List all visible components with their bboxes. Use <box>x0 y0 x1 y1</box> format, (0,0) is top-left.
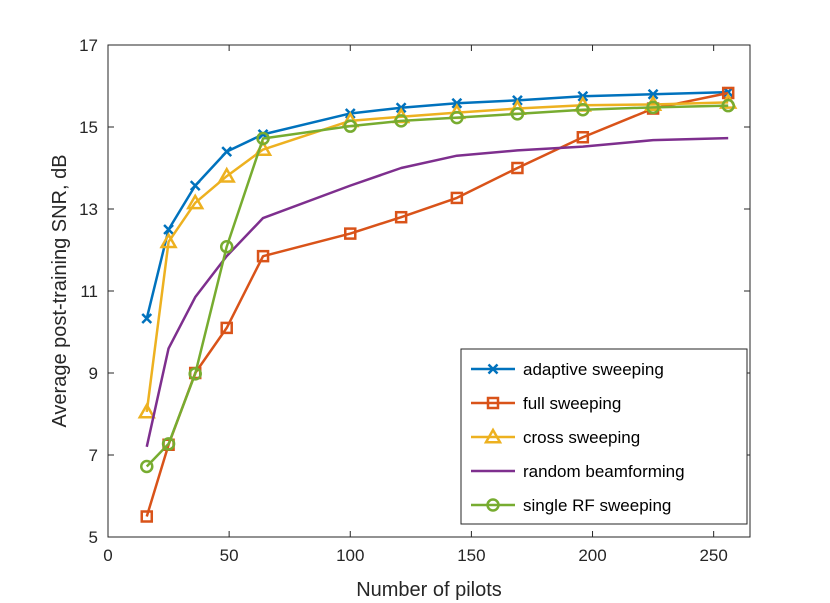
data-point-cross-sweeping <box>137 402 156 419</box>
legend-label: random beamforming <box>523 462 685 481</box>
data-point-full-sweeping <box>721 86 735 100</box>
x-tick-label: 50 <box>220 546 239 565</box>
data-point-cross-sweeping <box>217 166 236 183</box>
data-point-full-sweeping <box>256 249 270 263</box>
data-point-single-rf-sweeping <box>256 131 270 146</box>
y-tick-label: 13 <box>79 200 98 219</box>
legend-item-cross-sweeping: cross sweeping <box>471 427 640 447</box>
x-axis-title: Number of pilots <box>356 579 502 601</box>
data-point-single-rf-sweeping <box>188 367 202 381</box>
y-tick-label: 11 <box>80 282 98 301</box>
y-axis-title: Average post-training SNR, dB <box>49 154 71 427</box>
legend-label: adaptive sweeping <box>523 360 664 379</box>
data-point-cross-sweeping <box>159 232 178 249</box>
legend-marker <box>483 427 503 444</box>
legend-label: single RF sweeping <box>523 496 671 515</box>
data-point-full-sweeping <box>140 510 154 523</box>
data-point-single-rf-sweeping <box>219 239 234 254</box>
marker-stroke <box>141 313 153 324</box>
legend-marker <box>487 363 499 375</box>
marker-stroke <box>487 363 499 375</box>
data-point-single-rf-sweeping <box>576 103 590 117</box>
data-point-adaptive-sweeping <box>647 88 659 100</box>
data-point-full-sweeping <box>394 210 408 224</box>
data-point-single-rf-sweeping <box>721 98 735 113</box>
series-line-single-rf-sweeping <box>145 104 729 468</box>
x-tick-label: 200 <box>578 546 606 565</box>
marker-stroke <box>163 224 174 235</box>
data-point-single-rf-sweeping <box>343 119 358 133</box>
data-point-single-rf-sweeping <box>394 114 408 128</box>
data-point-single-rf-sweeping <box>646 100 660 115</box>
legend-item-single-rf-sweeping: single RF sweeping <box>471 496 671 515</box>
y-tick-label: 7 <box>89 446 98 465</box>
series-line-random-beamforming <box>145 136 729 448</box>
legend-item-adaptive-sweeping: adaptive sweeping <box>471 360 664 379</box>
data-point-cross-sweeping <box>186 193 205 210</box>
series-single-rf-sweeping <box>140 98 735 474</box>
series-line-adaptive-sweeping <box>145 90 729 319</box>
data-point-full-sweeping <box>576 131 590 144</box>
data-point-adaptive-sweeping <box>141 313 153 324</box>
x-tick-label: 100 <box>336 546 364 565</box>
legend-marker <box>486 498 500 512</box>
marker-stroke <box>189 180 201 192</box>
data-point-full-sweeping <box>450 191 464 205</box>
legend-item-full-sweeping: full sweeping <box>471 394 621 413</box>
data-point-single-rf-sweeping <box>450 110 464 125</box>
marker-stroke <box>647 88 659 100</box>
x-tick-label: 150 <box>457 546 485 565</box>
y-tick-label: 5 <box>89 528 98 547</box>
series-random-beamforming <box>145 136 729 448</box>
marker-stroke <box>257 128 269 140</box>
data-point-full-sweeping <box>344 227 357 240</box>
data-point-full-sweeping <box>220 321 233 335</box>
data-point-adaptive-sweeping <box>163 224 174 235</box>
data-point-adaptive-sweeping <box>221 146 233 157</box>
x-tick-label: 0 <box>103 546 112 565</box>
axes: 0 50 100 150 200 250 5 7 9 11 13 15 17 <box>79 36 751 565</box>
x-tick-label: 250 <box>699 546 727 565</box>
legend-marker <box>486 396 500 410</box>
data-point-single-rf-sweeping <box>510 107 525 121</box>
legend-item-random-beamforming: random beamforming <box>471 462 685 481</box>
data-point-single-rf-sweeping <box>161 437 176 451</box>
legend-label: cross sweeping <box>523 428 640 447</box>
legend: adaptive sweeping full sweeping cross swee… <box>460 348 748 525</box>
data-point-single-rf-sweeping <box>140 459 154 474</box>
marker-stroke <box>221 146 233 157</box>
y-tick-label: 17 <box>79 36 98 55</box>
data-point-adaptive-sweeping <box>189 180 201 192</box>
y-tick-label: 9 <box>89 364 98 383</box>
plot-area <box>137 86 738 523</box>
legend-label: full sweeping <box>523 394 621 413</box>
y-tick-label: 15 <box>79 118 98 137</box>
data-point-full-sweeping <box>511 161 524 175</box>
